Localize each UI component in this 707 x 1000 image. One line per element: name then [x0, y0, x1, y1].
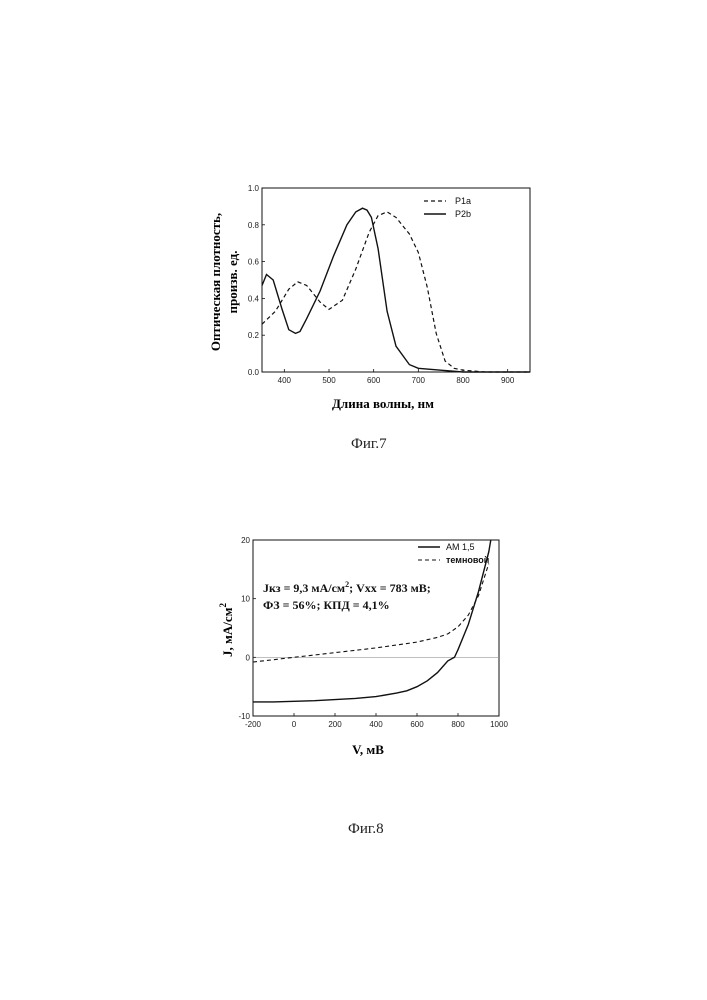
chart2-legend: AM 1,5 темновой: [418, 542, 489, 565]
x-tick-label: 700: [412, 376, 426, 385]
annotation-line1-end: ; Vxx = 783 мВ;: [349, 581, 431, 595]
x-tick-label: -200: [245, 720, 262, 729]
x-tick-label: 0: [292, 720, 297, 729]
y-tick-label: 1.0: [248, 184, 260, 193]
chart1-y-axis-title: Оптическая плотность, произв. ед.: [208, 213, 240, 351]
chart2-y-axis-title-superscript: 2: [218, 603, 228, 608]
chart2-frame: [253, 540, 499, 716]
figure-7-caption: Фиг.7: [351, 436, 387, 453]
series-line-dark: [253, 564, 489, 663]
x-tick-label: 200: [328, 720, 342, 729]
chart1-y-axis-title-line2: произв. ед.: [225, 251, 240, 314]
y-tick-label: 0.2: [248, 331, 260, 340]
chart1-y-axis-title-line1: Оптическая плотность,: [208, 213, 223, 351]
chart2-y-axis-title-main: J, мА/см: [220, 607, 235, 657]
figure-8-jv-chart: -1001020 -20002004006008001000 AM 1,5 те…: [218, 536, 508, 757]
y-tick-label: 10: [241, 595, 250, 604]
y-tick-label: 0.8: [248, 221, 260, 230]
chart2-x-ticks: -200 0 200 400 600 800 1000: [245, 713, 508, 729]
figure-7-absorption-chart: 0.0 0.2 0.4 0.6 0.8 1.0 400 500 600 700 800 900 P1…: [208, 184, 530, 411]
x-tick-label: 400: [369, 720, 383, 729]
y-tick-label: 0.0: [248, 368, 260, 377]
annotation-line1-start: Jкз = 9,3 мА/см: [263, 581, 345, 595]
series-line-p1a: [262, 212, 530, 372]
x-tick-label: 600: [367, 376, 381, 385]
x-tick-label: 400: [278, 376, 292, 385]
y-tick-label: 0.4: [248, 294, 260, 303]
x-tick-label: 1000: [490, 720, 508, 729]
chart1-x-axis-title: Длина волны, нм: [332, 396, 434, 411]
x-tick-label: 800: [456, 376, 470, 385]
x-tick-label: 900: [501, 376, 515, 385]
x-tick-label: 500: [322, 376, 336, 385]
chart2-x-axis-title: V, мВ: [352, 742, 384, 757]
annotation-line2: ФЗ = 56%; КПД = 4,1%: [263, 598, 390, 612]
figure-8-caption: Фиг.8: [348, 821, 384, 838]
y-tick-label: 0.6: [248, 258, 260, 267]
y-tick-label: 0: [246, 653, 251, 662]
legend-label-p1a: P1a: [455, 196, 471, 206]
x-tick-label: 600: [410, 720, 424, 729]
chart1-legend: P1a P2b: [424, 196, 471, 219]
chart2-annotation: Jкз = 9,3 мА/см2; Vxx = 783 мВ; ФЗ = 56%…: [263, 580, 431, 612]
y-tick-label: 20: [241, 536, 250, 545]
legend-label-dark: темновой: [446, 555, 489, 565]
chart2-y-axis-title: J, мА/см2: [218, 603, 235, 657]
x-tick-label: 800: [451, 720, 465, 729]
legend-label-p2b: P2b: [455, 209, 471, 219]
series-line-p2b: [262, 208, 530, 372]
annotation-line1: Jкз = 9,3 мА/см2; Vxx = 783 мВ;: [263, 580, 431, 595]
legend-label-am15: AM 1,5: [446, 542, 475, 552]
